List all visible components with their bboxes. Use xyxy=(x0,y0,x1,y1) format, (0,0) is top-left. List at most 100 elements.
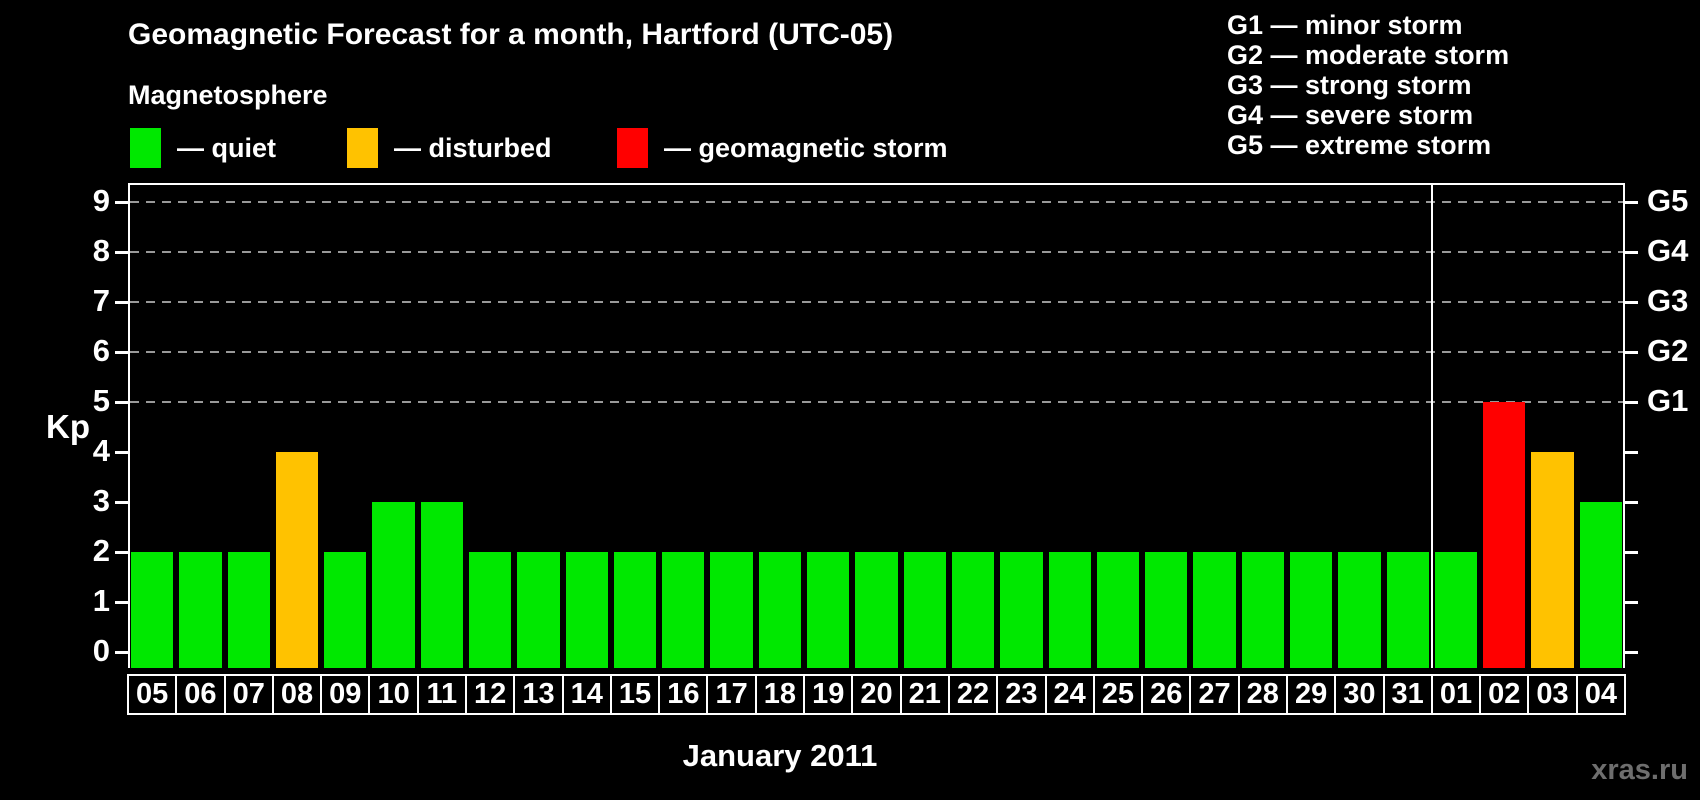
bar xyxy=(1289,552,1333,668)
y-tick-label: 0 xyxy=(92,633,110,668)
day-label: 14 xyxy=(561,674,612,715)
quiet-color-swatch xyxy=(130,128,161,168)
y-axis-title-kp: Kp xyxy=(46,408,90,445)
day-label: 04 xyxy=(1575,674,1626,715)
day-label: 01 xyxy=(1430,674,1482,715)
y-tick-label: 1 xyxy=(92,583,110,618)
bar xyxy=(662,552,705,668)
bar xyxy=(1386,552,1429,668)
day-label: 08 xyxy=(271,674,323,715)
right-axis-tick xyxy=(1625,201,1638,204)
day-label: 12 xyxy=(465,674,516,715)
g-axis-label: G3 xyxy=(1647,283,1689,318)
bar xyxy=(372,502,415,668)
day-label: 20 xyxy=(851,674,902,715)
bar xyxy=(469,552,512,668)
bar xyxy=(131,552,174,668)
day-label: 22 xyxy=(947,674,999,715)
bar xyxy=(420,502,464,668)
right-axis-tick xyxy=(1625,501,1638,504)
day-label: 25 xyxy=(1092,674,1144,715)
g-legend-line-g5: G5 — extreme storm xyxy=(1227,130,1492,160)
bar xyxy=(1145,552,1188,668)
y-axis-tick xyxy=(115,401,128,404)
bar xyxy=(951,552,995,668)
right-axis-tick xyxy=(1625,451,1638,454)
right-axis-tick xyxy=(1625,651,1638,654)
month-separator-line xyxy=(1430,183,1433,668)
bar xyxy=(275,452,319,668)
day-label: 07 xyxy=(223,674,274,715)
right-axis-tick xyxy=(1625,351,1638,354)
y-axis-tick xyxy=(115,351,128,354)
y-tick-label: 7 xyxy=(92,283,110,318)
day-label: 13 xyxy=(513,674,564,715)
day-label: 31 xyxy=(1382,674,1433,715)
y-axis-tick xyxy=(115,451,128,454)
day-label: 21 xyxy=(899,674,950,715)
bar xyxy=(903,552,946,668)
g-axis-label: G1 xyxy=(1647,383,1689,418)
bar xyxy=(1048,552,1091,668)
day-label: 10 xyxy=(368,674,419,715)
y-axis-tick xyxy=(115,301,128,304)
y-tick-label: 4 xyxy=(92,433,110,468)
g-legend-line-g1: G1 — minor storm xyxy=(1227,10,1463,40)
day-label: 15 xyxy=(609,674,661,715)
day-label: 09 xyxy=(320,674,371,715)
bar xyxy=(807,552,850,668)
legend-item-storm: — geomagnetic storm xyxy=(617,128,948,168)
gridline xyxy=(130,301,1623,303)
day-label: 06 xyxy=(175,674,226,715)
y-tick-label: 5 xyxy=(92,383,110,418)
bar xyxy=(1434,552,1478,668)
g-scale-legend: G1 — minor storm G2 — moderate storm G3 … xyxy=(1227,10,1509,160)
disturbed-color-swatch xyxy=(347,128,378,168)
y-tick-label: 9 xyxy=(92,183,110,218)
y-tick-label: 2 xyxy=(92,533,110,568)
y-axis-tick xyxy=(115,651,128,654)
g-legend-line-g3: G3 — strong storm xyxy=(1227,70,1472,100)
right-axis-tick xyxy=(1625,601,1638,604)
legend-item-disturbed: — disturbed xyxy=(347,128,552,168)
bar xyxy=(517,552,560,668)
day-label: 26 xyxy=(1141,674,1192,715)
legend-heading-magnetosphere: Magnetosphere xyxy=(128,80,328,110)
gridline xyxy=(130,351,1623,353)
bar xyxy=(758,552,802,668)
day-label: 18 xyxy=(754,674,806,715)
bar xyxy=(1000,552,1043,668)
bar xyxy=(855,552,898,668)
bar xyxy=(227,552,270,668)
g-axis-label: G2 xyxy=(1647,333,1689,368)
legend-label-disturbed: — disturbed xyxy=(394,132,552,163)
bar xyxy=(324,552,367,668)
right-axis-tick xyxy=(1625,301,1638,304)
bar xyxy=(179,552,222,668)
bar xyxy=(1483,402,1526,668)
y-tick-label: 6 xyxy=(92,333,110,368)
bar xyxy=(710,552,753,668)
right-axis-tick xyxy=(1625,251,1638,254)
g-axis-label: G4 xyxy=(1647,233,1689,268)
y-tick-label: 8 xyxy=(92,233,110,268)
y-axis-tick xyxy=(115,201,128,204)
g-legend-line-g2: G2 — moderate storm xyxy=(1227,40,1510,70)
y-axis-tick xyxy=(115,501,128,504)
bar xyxy=(1193,552,1236,668)
plot-area xyxy=(128,183,1625,668)
day-label: 16 xyxy=(658,674,709,715)
y-axis-tick xyxy=(115,251,128,254)
y-tick-label: 3 xyxy=(92,483,110,518)
g-axis-label: G5 xyxy=(1647,183,1689,218)
bar xyxy=(1338,552,1381,668)
day-label: 30 xyxy=(1334,674,1385,715)
bar xyxy=(1579,502,1622,668)
right-axis-tick xyxy=(1625,551,1638,554)
day-label: 19 xyxy=(803,674,854,715)
bar xyxy=(565,552,608,668)
bar xyxy=(1531,452,1574,668)
day-label: 17 xyxy=(706,674,757,715)
bar xyxy=(613,552,657,668)
